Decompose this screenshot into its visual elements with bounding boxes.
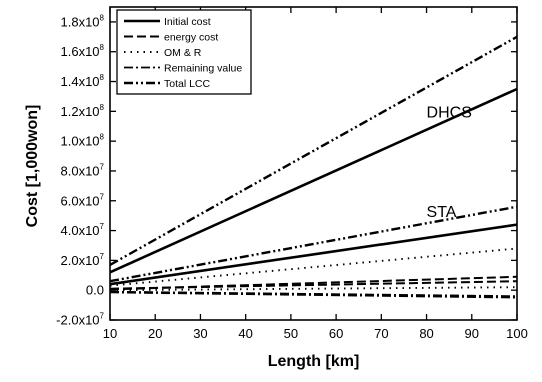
y-tick-label: 2.0x107 [61,252,105,268]
series-line-dhcs-solid [109,87,518,274]
x-tick-label: 30 [193,326,207,341]
series-line-dhcs-dashdotdot [109,35,518,266]
legend-label: Total LCC [164,78,211,90]
x-tick-label: 50 [284,326,298,341]
y-tick-label: -2.0x107 [56,312,104,328]
x-axis-title: Length [km] [268,353,360,370]
legend-label: Initial cost [164,16,211,28]
x-tick-label: 60 [329,326,343,341]
x-tick-label: 100 [506,326,528,341]
x-tick-label: 10 [103,326,117,341]
x-tick-label: 90 [465,326,479,341]
x-tick-label: 20 [148,326,162,341]
x-tick-label: 80 [419,326,433,341]
y-tick-label: 0.0 [86,283,104,298]
y-tick-label: 1.4x108 [61,73,105,89]
y-tick-label: 1.8x108 [61,13,105,29]
y-tick-label: 4.0x107 [61,222,105,238]
series-line-dhcs-dash [109,280,518,290]
annotations: DHCS STA [427,104,472,221]
series-line-sta-solid [109,223,518,286]
x-tick-label: 40 [238,326,252,341]
series-line-sta-dashdot [109,290,518,298]
series-line-dhcs-dot [109,286,518,292]
legend-label: energy cost [164,32,218,44]
legend-label: Remaining value [164,63,242,75]
y-tick-label: 6.0x107 [61,192,105,208]
plot-frame [109,6,518,321]
x-tick-label: 70 [374,326,388,341]
y-axis-title: Cost [1,000won] [24,105,41,228]
legend-box [116,9,252,95]
legend-label: OM & R [164,47,202,59]
series-group [109,35,518,299]
axis-ticks: 10 20 30 40 50 60 70 80 90 100 -2.0x107 0.0 2.0x107 4… [56,7,528,341]
y-tick-label: 8.0x107 [61,162,105,178]
series-line-sta-dashdotdot [109,205,518,283]
y-tick-label: 1.6x108 [61,43,105,59]
annotation-dhcs: DHCS [427,104,472,121]
legend: Initial cost energy cost OM & R Remaining v… [116,9,252,95]
annotation-sta: STA [427,204,457,221]
y-tick-label: 1.2x108 [61,103,105,119]
y-tick-label: 1.0x108 [61,133,105,149]
